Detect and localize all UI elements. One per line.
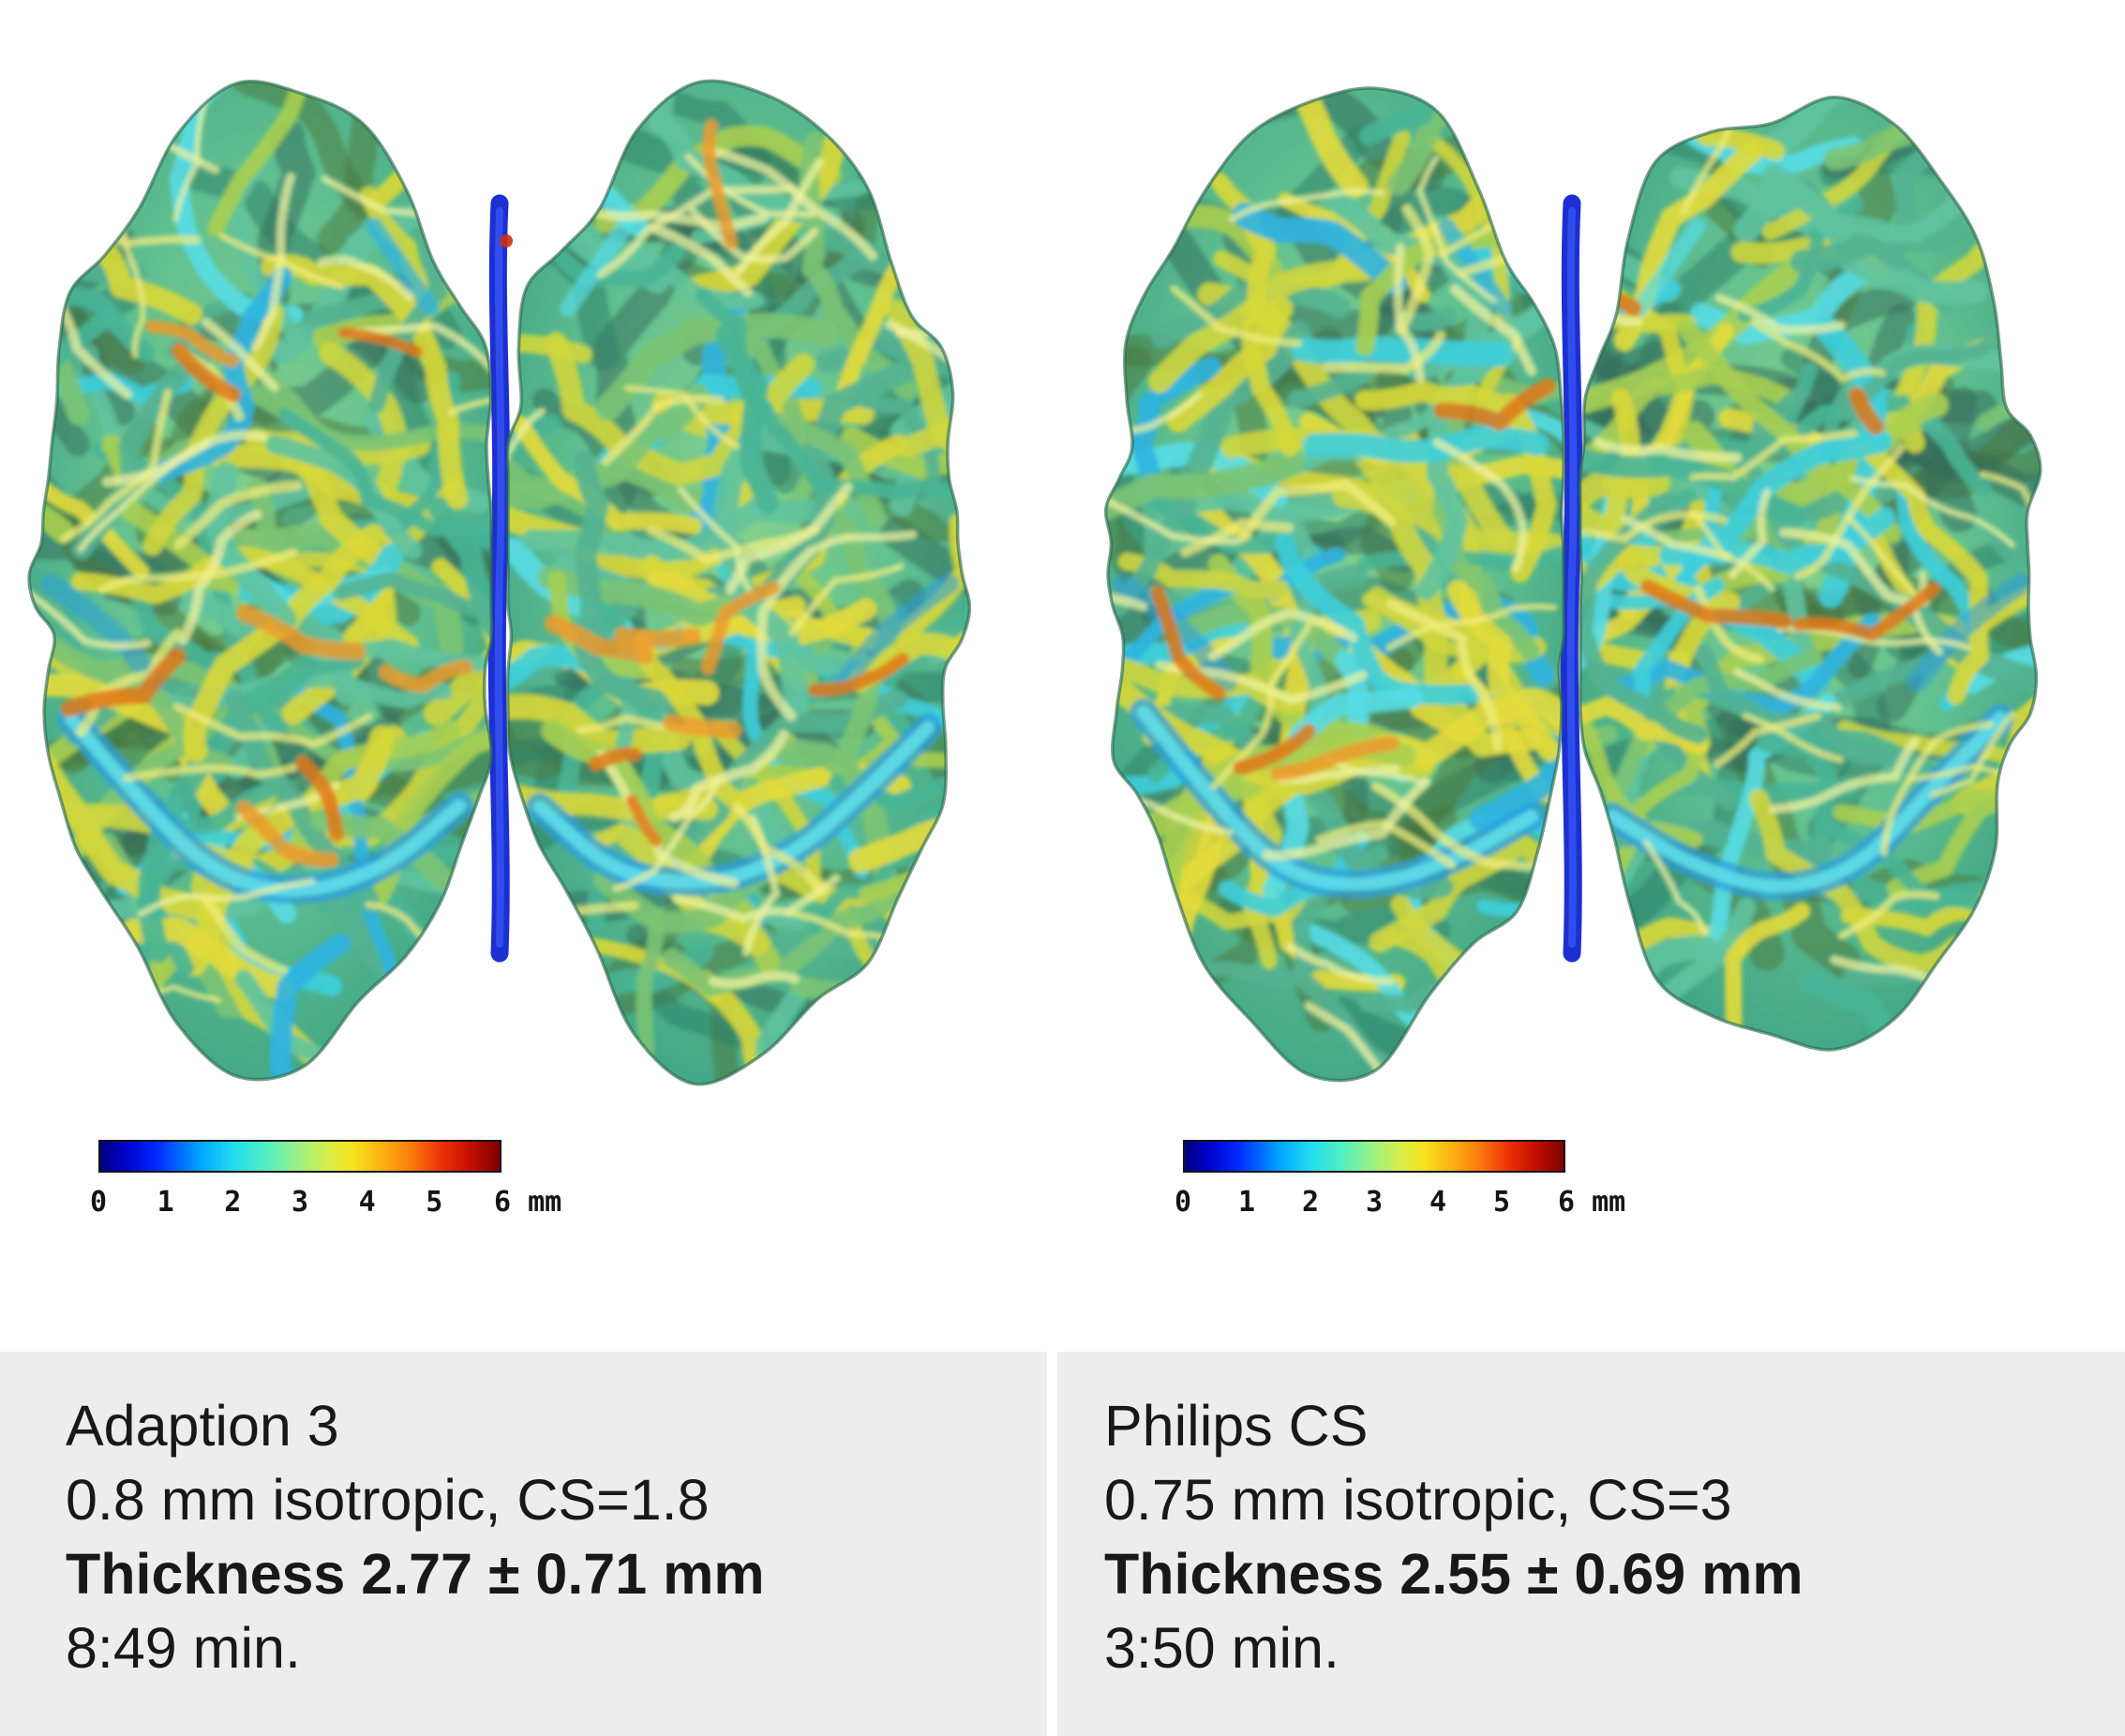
sequence-name: Philips CS [1104,1394,1369,1458]
scan-time-line: 8:49 min. [66,1616,301,1680]
brain-render-adaption3 [27,79,971,1086]
colorbar-tick-label: 1 [1237,1186,1256,1219]
colorbar-tick-label: 3 [1365,1186,1384,1219]
colorbar-tick-label: 4 [1429,1186,1447,1219]
brain-render-philips-cs [1103,86,2043,1083]
colorbar-tick-label: 4 [358,1186,376,1219]
thickness-line: Thickness 2.55 ± 0.69 mm [1104,1542,1803,1606]
caption-panel-philips-cs: Philips CS 0.75 mm isotropic, CS=3 Thick… [1057,1352,2125,1736]
scan-time-line: 3:50 min. [1104,1616,1339,1680]
thickness-line: Thickness 2.77 ± 0.71 mm [66,1542,765,1606]
resolution-line: 0.75 mm isotropic, CS=3 [1104,1468,1732,1532]
colorbar-end-label: 6 mm [494,1186,562,1219]
colorbar-tick-labels: 0 1 2 3 4 5 6 mm [90,1186,561,1221]
colorbar-tick-label: 5 [1492,1186,1511,1219]
colorbar-tick-label: 3 [291,1186,309,1219]
colorbar-tick-label: 0 [1174,1186,1192,1219]
colorbar-tick-label: 0 [89,1186,108,1219]
colorbar-tick-label: 2 [224,1186,242,1219]
colorbar-gradient [98,1140,501,1173]
resolution-line: 0.8 mm isotropic, CS=1.8 [66,1468,710,1532]
colorbar-philips-cs: 0 1 2 3 4 5 6 mm [1175,1140,1625,1221]
colorbar-adaption3: 0 1 2 3 4 5 6 mm [90,1140,561,1221]
caption-panel-adaption3: Adaption 3 0.8 mm isotropic, CS=1.8 Thic… [0,1352,1047,1736]
colorbar-tick-labels: 0 1 2 3 4 5 6 mm [1175,1186,1625,1221]
colorbar-end-label: 6 mm [1558,1186,1626,1219]
colorbar-gradient [1183,1140,1565,1173]
colorbar-tick-label: 1 [157,1186,174,1219]
colorbar-tick-label: 5 [426,1186,443,1219]
sequence-name: Adaption 3 [66,1394,339,1458]
colorbar-tick-label: 2 [1301,1186,1320,1219]
